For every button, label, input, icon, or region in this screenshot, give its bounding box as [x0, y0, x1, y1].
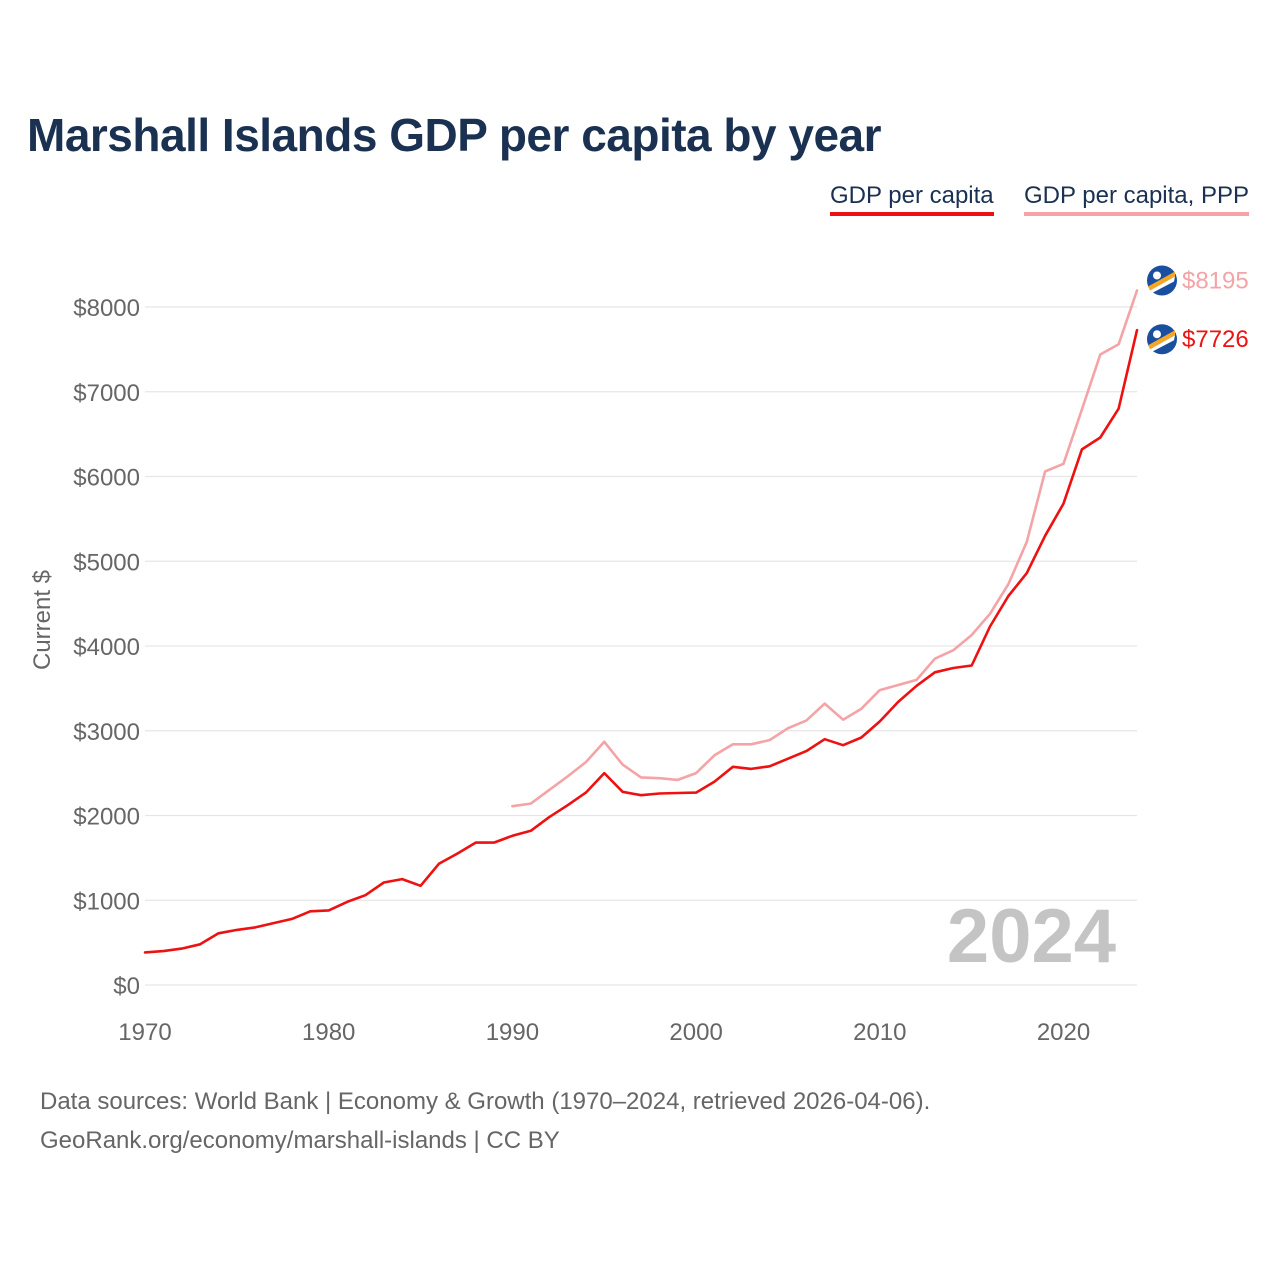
y-tick-label: $2000: [73, 804, 140, 831]
y-tick-label: $4000: [73, 634, 140, 661]
year-label: 2024: [947, 894, 1116, 979]
y-axis-label: Current $: [29, 570, 56, 670]
series-line-gdp-per-capita-ppp: [511, 289, 1139, 808]
x-tick-label: 1990: [486, 1019, 539, 1046]
footer-attribution[interactable]: GeoRank.org/economy/marshall-islands | C…: [40, 1127, 560, 1154]
y-tick-label: $8000: [73, 295, 140, 322]
marshall-islands-flag-icon: [1147, 324, 1177, 355]
legend-gdp-per-capita[interactable]: GDP per capita: [830, 182, 994, 216]
page-title: Marshall Islands GDP per capita by year: [27, 109, 882, 161]
end-label-gdp-per-capita-ppp: $8195: [1182, 267, 1249, 294]
y-tick-label: $7000: [73, 380, 140, 407]
x-tick-label: 2010: [853, 1019, 906, 1046]
y-tick-label: $0: [113, 973, 140, 1000]
y-tick-label: $1000: [73, 888, 140, 915]
x-tick-label: 1980: [302, 1019, 355, 1046]
x-tick-label: 1970: [118, 1019, 171, 1046]
y-tick-label: $5000: [73, 549, 140, 576]
legend-gdp-per-capita-ppp[interactable]: GDP per capita, PPP: [1024, 182, 1249, 216]
y-tick-label: $6000: [73, 465, 140, 492]
marshall-islands-flag-icon: [1147, 265, 1177, 296]
y-tick-label: $3000: [73, 719, 140, 746]
end-label-gdp-per-capita: $7726: [1182, 326, 1249, 353]
x-tick-label: 2020: [1037, 1019, 1090, 1046]
footer-sources: Data sources: World Bank | Economy & Gro…: [40, 1088, 931, 1115]
series-line-gdp-per-capita: [143, 328, 1139, 954]
x-tick-label: 2000: [669, 1019, 722, 1046]
